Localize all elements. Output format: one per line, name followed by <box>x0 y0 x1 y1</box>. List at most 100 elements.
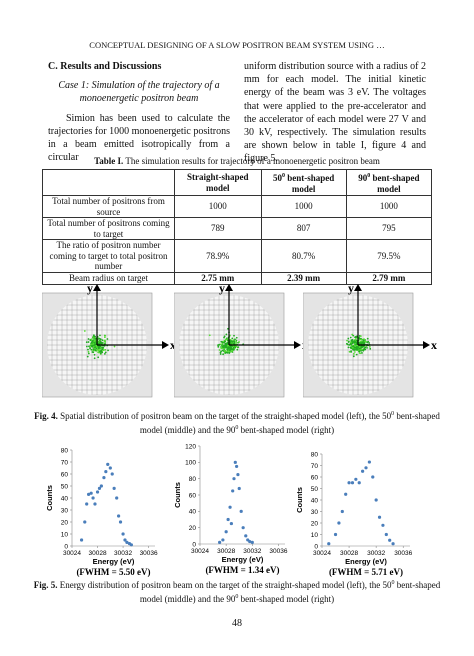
positron-hit <box>366 337 369 340</box>
positron-hit <box>348 350 351 353</box>
data-point <box>93 502 97 506</box>
data-point <box>91 496 95 500</box>
positron-hit <box>355 344 358 347</box>
positron-hit <box>227 346 229 348</box>
positron-hit <box>351 346 354 349</box>
positron-hit <box>87 350 90 353</box>
cell: 1000 <box>345 195 433 218</box>
positron-hit <box>99 334 101 337</box>
positron-hit <box>221 349 224 352</box>
y-tick-label: 20 <box>189 525 197 532</box>
x-tick-label: 30024 <box>191 548 209 555</box>
x-tick-label: 30028 <box>340 550 358 557</box>
text-part: 50 <box>273 173 282 183</box>
data-point <box>226 517 230 522</box>
positron-hit <box>225 351 228 354</box>
positron-hit <box>353 351 356 353</box>
row-label: Total number of positrons from source <box>42 195 175 218</box>
data-point <box>121 532 125 536</box>
data-point <box>361 469 365 473</box>
cell: 795 <box>345 217 433 240</box>
text-part: 0 <box>367 173 371 179</box>
y-tick-label: 0 <box>314 543 318 550</box>
data-point <box>381 523 385 527</box>
data-point <box>384 532 388 537</box>
data-point <box>115 496 119 500</box>
data-point <box>118 520 123 524</box>
positron-hit <box>101 339 104 342</box>
positron-hit <box>87 341 90 343</box>
data-point <box>250 540 254 544</box>
table-caption: Table I. The simulation results for traj… <box>0 155 474 167</box>
positron-hit <box>355 346 358 348</box>
positron-hit <box>98 337 101 340</box>
y-tick-label: 60 <box>61 471 69 478</box>
text-part: 0 <box>235 425 239 431</box>
positron-hit <box>90 338 93 341</box>
positron-hit <box>350 350 352 353</box>
x-axis-label: Energy (eV) <box>222 555 264 564</box>
positron-hit <box>85 341 88 344</box>
arrowhead <box>354 284 362 291</box>
table-row: Beam radius on target 2.75 mm 2.39 mm 2.79 … <box>42 271 433 285</box>
positron-hit <box>368 342 371 344</box>
data-point <box>367 460 371 464</box>
positron-hit <box>94 349 97 352</box>
positron-hit <box>91 340 94 343</box>
data-point <box>85 502 89 506</box>
data-point <box>337 521 341 525</box>
positron-hit <box>223 346 226 349</box>
positron-hit <box>366 347 368 349</box>
data-point <box>117 514 121 518</box>
y-tick-label: 30 <box>311 509 319 516</box>
figure-4: yxyxyx <box>0 283 474 401</box>
arrowhead <box>162 341 169 349</box>
positron-hit <box>93 357 96 360</box>
positron-hit <box>349 341 352 344</box>
positron-hit <box>101 346 104 349</box>
data-point <box>377 515 382 519</box>
axis-label: y <box>219 283 225 295</box>
cell: 2.75 mm <box>174 271 262 285</box>
y-tick-label: 10 <box>61 531 69 538</box>
data-point <box>371 475 375 479</box>
positron-hit <box>362 339 365 342</box>
positron-hit <box>87 338 90 340</box>
positron-hit <box>90 348 93 351</box>
positron-hit <box>100 349 102 352</box>
positron-hit <box>355 353 358 356</box>
data-point <box>123 538 127 542</box>
positron-hit <box>352 334 355 337</box>
annotation: (FWHM = 1.34 eV) <box>205 565 279 575</box>
y-axis-label: Counts <box>45 485 54 511</box>
positron-hit <box>226 351 229 354</box>
positron-hit <box>224 340 226 343</box>
positron-hit <box>224 350 226 353</box>
positron-hit <box>99 338 102 341</box>
data-point <box>232 477 236 481</box>
positron-hit <box>365 345 368 348</box>
positron-hit <box>231 340 234 343</box>
positron-hit <box>363 342 366 345</box>
row-label: Total number of positrons coming to targ… <box>42 217 175 240</box>
data-point <box>110 472 114 476</box>
positron-hit <box>359 347 361 350</box>
positron-hit <box>360 349 363 352</box>
y-tick-label: 0 <box>192 541 196 548</box>
positron-hit <box>358 350 361 353</box>
text-part: Energy distribution of positron beam on … <box>57 580 392 590</box>
positron-hit <box>89 347 91 350</box>
left-column: C. Results and Discussions Case 1: Simul… <box>48 60 230 164</box>
positron-hit <box>229 345 232 348</box>
annotation: (FWHM = 5.71 eV) <box>329 567 403 577</box>
positron-hit <box>355 339 358 342</box>
data-point <box>106 462 110 466</box>
positron-hit <box>359 335 362 337</box>
data-point <box>83 520 87 524</box>
cell: 78.9% <box>174 239 262 273</box>
cell: 2.39 mm <box>260 271 347 285</box>
cell: 789 <box>174 217 262 240</box>
y-tick-label: 40 <box>311 497 319 504</box>
data-point <box>364 466 368 470</box>
arrowhead <box>225 284 233 291</box>
